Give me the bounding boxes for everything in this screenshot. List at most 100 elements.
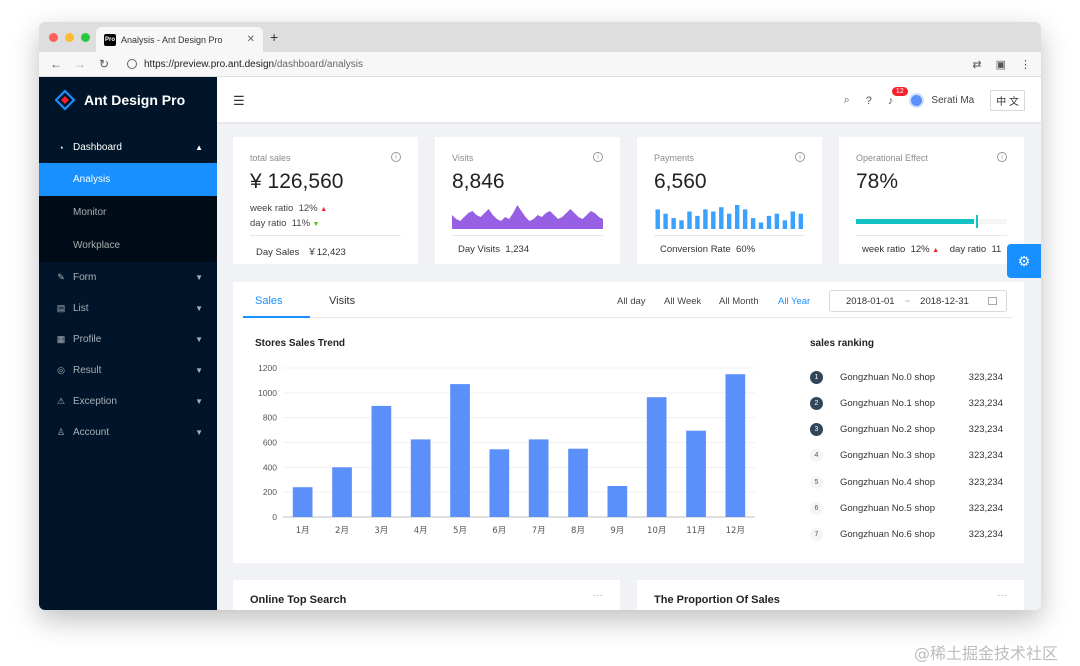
- sidebar-item-list[interactable]: ▤ List ▼: [39, 293, 217, 324]
- payments-bar: [766, 215, 772, 229]
- payments-bar: [782, 220, 788, 229]
- settings-drawer-button[interactable]: ⚙: [1007, 244, 1041, 278]
- calendar-icon[interactable]: [988, 297, 997, 305]
- logo-text: Ant Design Pro: [84, 91, 186, 108]
- info-icon[interactable]: i: [795, 152, 805, 162]
- payments-bar: [695, 215, 700, 229]
- sales-bar: [292, 487, 313, 517]
- period-all-week[interactable]: All Week: [664, 296, 702, 307]
- sidebar-item-account[interactable]: ♙ Account ▼: [39, 417, 217, 448]
- period-all-year[interactable]: All Year: [778, 296, 811, 307]
- period-all-day[interactable]: All day: [617, 296, 646, 307]
- info-icon[interactable]: i: [593, 152, 603, 162]
- back-icon[interactable]: ←: [50, 57, 62, 71]
- payments-bar: [790, 211, 795, 229]
- y-tick-label: 1000: [258, 388, 277, 398]
- date-range-picker[interactable]: 2018-01-01 ~ 2018-12-31: [829, 290, 1007, 312]
- payments-bar-chart: [655, 205, 803, 229]
- stat-footer: Conversion Rate 60%: [654, 235, 805, 255]
- shop-name: Gongzhuan No.2 shop: [840, 424, 936, 436]
- sales-bar: [686, 430, 706, 517]
- maximize-window-button[interactable]: [81, 33, 90, 42]
- tab-visits[interactable]: Visits: [329, 295, 356, 307]
- payments-bar: [679, 220, 684, 229]
- footer-label: Day Sales: [256, 247, 300, 258]
- more-menu-icon[interactable]: ⋮: [1020, 59, 1031, 71]
- period-all-month[interactable]: All Month: [719, 296, 759, 307]
- main-content: ☰ ⌕ ? ♪ 12 Serati Ma 中 文 total sales i ¥ …: [217, 77, 1041, 610]
- header-actions: ⌕ ? ♪ 12 Serati Ma 中 文: [843, 86, 1025, 111]
- payments-bar: [671, 218, 676, 229]
- y-tick-label: 200: [263, 487, 277, 497]
- info-icon[interactable]: i: [997, 152, 1007, 162]
- sidebar-item-analysis[interactable]: Analysis: [39, 163, 217, 196]
- payments-bar: [655, 209, 660, 229]
- sidebar-item-form[interactable]: ✎ Form ▼: [39, 262, 217, 293]
- chart-title: Stores Sales Trend: [255, 338, 346, 349]
- user-name: Serati Ma: [931, 95, 975, 106]
- chevron-down-icon: ▼: [195, 428, 203, 437]
- browser-tab[interactable]: Pro Analysis - Ant Design Pro ✕: [96, 27, 263, 52]
- extension-icon[interactable]: ▣: [995, 59, 1006, 71]
- minimize-window-button[interactable]: [65, 33, 74, 42]
- payments-bar: [798, 213, 803, 229]
- user-icon: ♙: [56, 427, 66, 437]
- ranking-row: 1 Gongzhuan No.0 shop 323,234: [810, 370, 1003, 384]
- logo[interactable]: Ant Design Pro: [39, 77, 217, 122]
- sales-bar: [607, 486, 628, 517]
- site-info-icon[interactable]: [127, 59, 137, 69]
- search-icon[interactable]: ⌕: [843, 94, 850, 106]
- y-tick-label: 0: [272, 512, 277, 522]
- url-field[interactable]: https://preview.pro.ant.design/dashboard…: [127, 59, 363, 70]
- more-icon[interactable]: ···: [593, 590, 603, 601]
- sales-tabs: Sales Visits All day All Week All Month …: [243, 282, 1013, 318]
- ranking-row: 6 Gongzhuan No.5 shop 323,234: [810, 502, 1003, 516]
- translate-icon[interactable]: ⇄: [972, 59, 982, 71]
- tab-sales[interactable]: Sales: [255, 295, 283, 307]
- sales-bar-chart: 0 200 400 600 800 1000 1200 1月 2月 3月 4月 5月 6月 7月 8月 9月 1…: [258, 363, 755, 536]
- menu-fold-icon[interactable]: ☰: [233, 93, 245, 108]
- rank-number: 2: [810, 396, 823, 410]
- sidebar-item-workplace[interactable]: Workplace: [39, 229, 217, 262]
- stat-footer: Day Visits 1,234: [452, 235, 603, 255]
- new-tab-icon[interactable]: +: [270, 29, 279, 45]
- logo-icon: [55, 89, 75, 110]
- date-end[interactable]: 2018-12-31: [920, 295, 969, 307]
- online-top-search-card: Online Top Search ···: [233, 580, 620, 610]
- sidebar-item-dashboard[interactable]: ◔ Dashboard ▲: [39, 132, 217, 163]
- shop-value: 323,234: [968, 397, 1003, 409]
- sidebar-item-monitor[interactable]: Monitor: [39, 196, 217, 229]
- visits-area-series: [452, 205, 603, 229]
- info-icon[interactable]: i: [391, 152, 401, 162]
- payments-bar: [687, 211, 692, 229]
- payments-bar: [711, 211, 716, 229]
- bell-icon[interactable]: ♪ 12: [888, 86, 908, 107]
- tab-close-icon[interactable]: ✕: [246, 34, 255, 45]
- close-window-button[interactable]: [49, 33, 58, 42]
- top-header: ☰ ⌕ ? ♪ 12 Serati Ma 中 文: [217, 77, 1041, 122]
- x-tick-label: 5月: [453, 526, 467, 536]
- sidebar-item-result[interactable]: ◎ Result ▼: [39, 355, 217, 386]
- sales-bar: [450, 384, 470, 517]
- user-menu[interactable]: Serati Ma: [909, 93, 974, 108]
- date-start[interactable]: 2018-01-01: [846, 295, 895, 307]
- gear-icon: ⚙: [1017, 252, 1031, 269]
- card-title: Online Top Search: [250, 594, 347, 606]
- dashboard-icon: ◔: [58, 142, 64, 153]
- x-tick-label: 1月: [296, 526, 310, 536]
- ranking-row: 5 Gongzhuan No.4 shop 323,234: [810, 475, 1003, 489]
- sidebar-item-profile[interactable]: ▦ Profile ▼: [39, 324, 217, 355]
- chevron-down-icon: ▼: [195, 397, 203, 406]
- shop-value: 323,234: [968, 450, 1003, 462]
- stat-label: Operational Effect: [856, 153, 928, 163]
- sidebar-item-exception[interactable]: ⚠ Exception ▼: [39, 386, 217, 417]
- url-host: https://preview.pro.ant.design: [144, 58, 275, 70]
- help-icon[interactable]: ?: [865, 94, 872, 107]
- chevron-down-icon: ▼: [195, 335, 203, 344]
- stat-card-payments: Payments i 6,560 Conversion Rate 60%: [637, 137, 822, 264]
- language-switch[interactable]: 中 文: [990, 90, 1025, 111]
- reload-icon[interactable]: ↻: [98, 57, 110, 71]
- more-icon[interactable]: ···: [997, 590, 1007, 601]
- payments-bar: [727, 213, 732, 229]
- forward-icon[interactable]: →: [74, 57, 86, 71]
